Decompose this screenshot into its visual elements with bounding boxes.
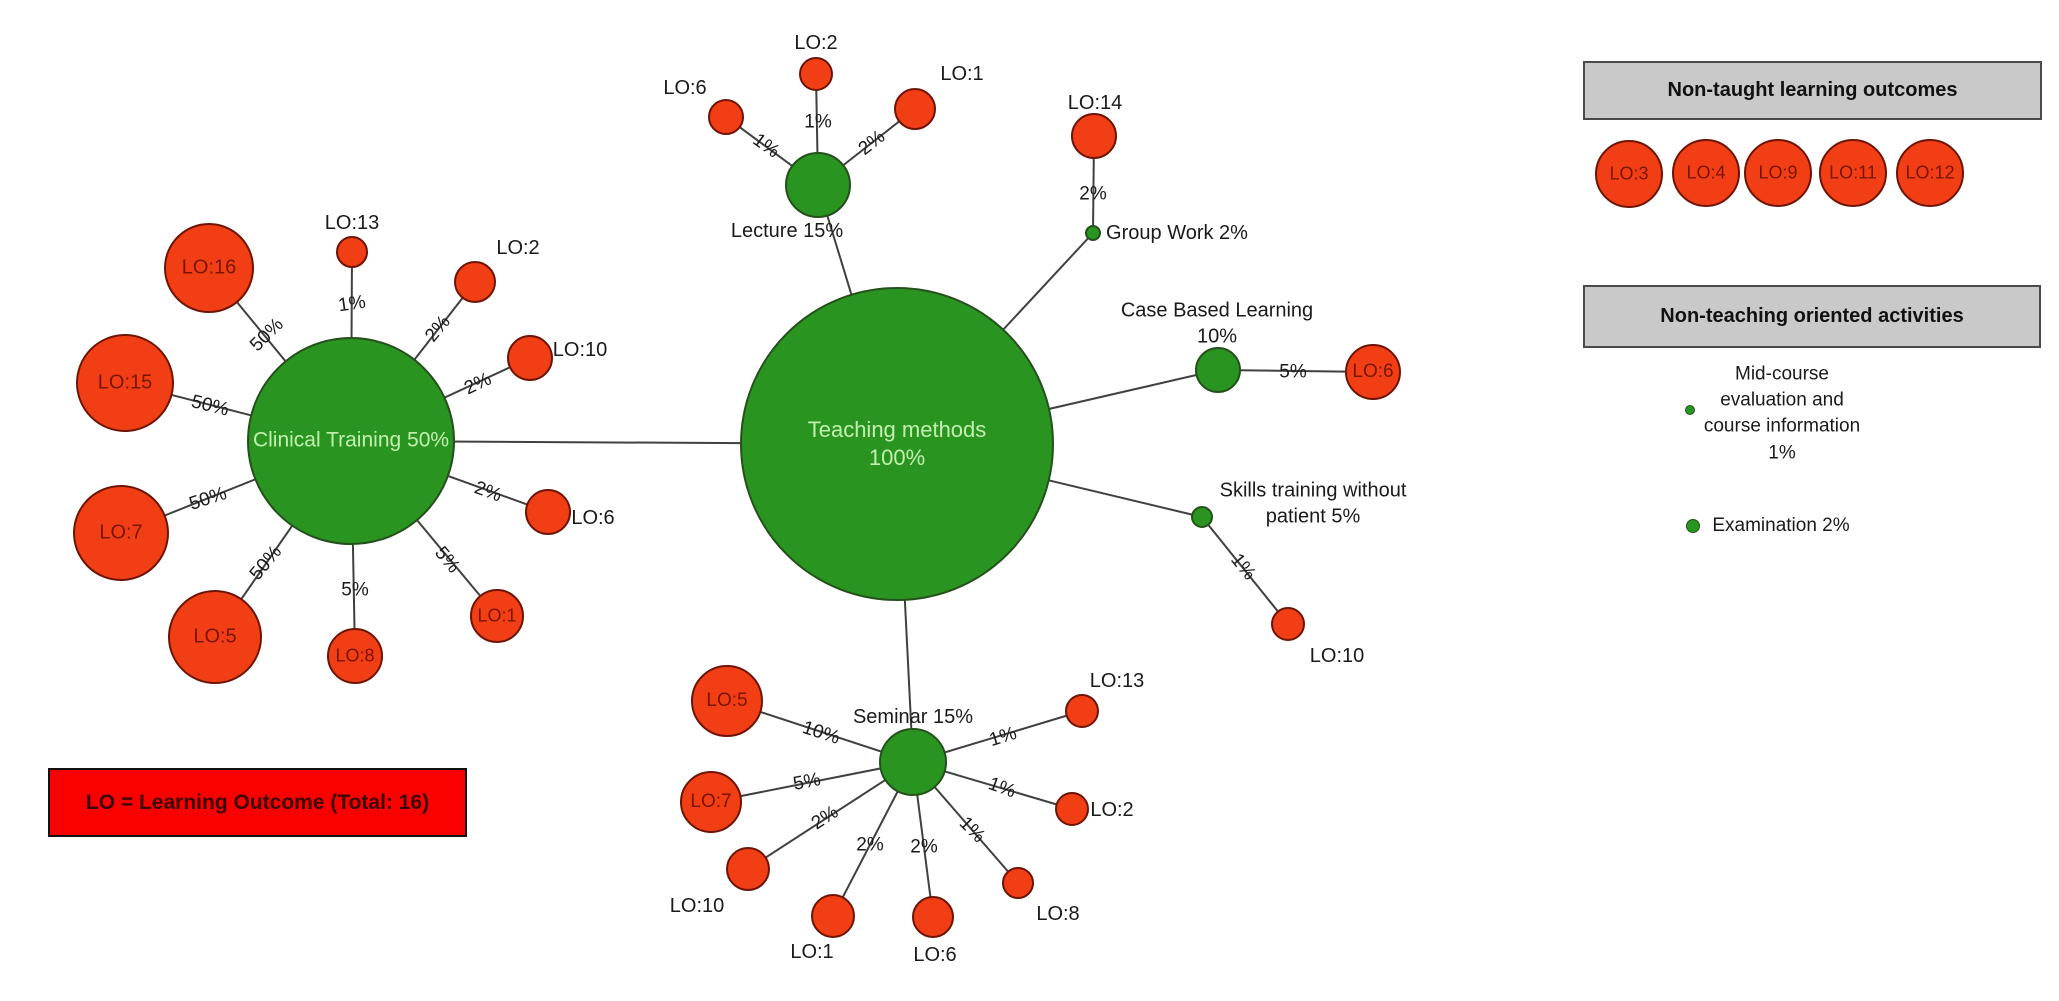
node-lecture (785, 152, 851, 218)
non-teaching-panel-title: Non-teaching oriented activities (1660, 305, 1964, 327)
midcourse-activity-label: Mid-course evaluation and course informa… (1703, 363, 1861, 464)
node-clinical-lo1 (470, 589, 524, 643)
examination-dot-icon (1686, 519, 1700, 533)
node-nontaught-lo9 (1744, 139, 1812, 207)
node-clinical-lo13 (336, 236, 368, 268)
node-nontaught-lo12 (1896, 139, 1964, 207)
node-clinical-lo5 (168, 590, 262, 684)
non-taught-panel-title: Non-taught learning outcomes (1667, 79, 1958, 101)
node-seminar-lo1 (811, 894, 855, 938)
node-seminar-lo7 (680, 771, 742, 833)
node-lecture-lo1 (894, 88, 936, 130)
node-lecture-lo2 (799, 57, 833, 91)
node-seminar-lo8 (1002, 867, 1034, 899)
node-teaching (740, 287, 1054, 601)
node-clinical-lo7 (73, 485, 169, 581)
node-clinical-lo8 (327, 628, 383, 684)
edge-skills-skills-lo10 (1201, 516, 1289, 625)
node-lecture-lo6 (708, 99, 744, 135)
examination-activity-label: Examination 2% (1712, 514, 1850, 536)
node-clinical-lo2 (454, 261, 496, 303)
node-groupwork (1085, 225, 1101, 241)
node-groupwork-lo14 (1071, 113, 1117, 159)
node-skills-lo10 (1271, 607, 1305, 641)
node-nontaught-lo3 (1595, 140, 1663, 208)
legend-box: LO = Learning Outcome (Total: 16) (48, 768, 467, 837)
node-clinical-lo15 (76, 334, 174, 432)
node-clinical (247, 337, 455, 545)
legend-text: LO = Learning Outcome (Total: 16) (85, 790, 430, 814)
node-clinical-lo16 (164, 223, 254, 313)
node-seminar-lo5 (691, 665, 763, 737)
node-cbl (1195, 347, 1241, 393)
node-clinical-lo6 (525, 489, 571, 535)
node-seminar-lo2 (1055, 792, 1089, 826)
node-skills (1191, 506, 1213, 528)
node-seminar-lo13 (1065, 694, 1099, 728)
node-seminar (879, 728, 947, 796)
edge-seminar-seminar-lo7 (710, 761, 914, 803)
node-seminar-lo10 (726, 847, 770, 891)
node-nontaught-lo11 (1819, 139, 1887, 207)
non-taught-panel-header: Non-taught learning outcomes (1583, 61, 2042, 120)
node-clinical-lo10 (507, 335, 553, 381)
node-seminar-lo6 (912, 896, 954, 938)
non-teaching-panel-header: Non-teaching oriented activities (1583, 285, 2041, 348)
node-cbl-lo6 (1345, 344, 1401, 400)
midcourse-dot-icon (1685, 405, 1695, 415)
node-nontaught-lo4 (1672, 139, 1740, 207)
